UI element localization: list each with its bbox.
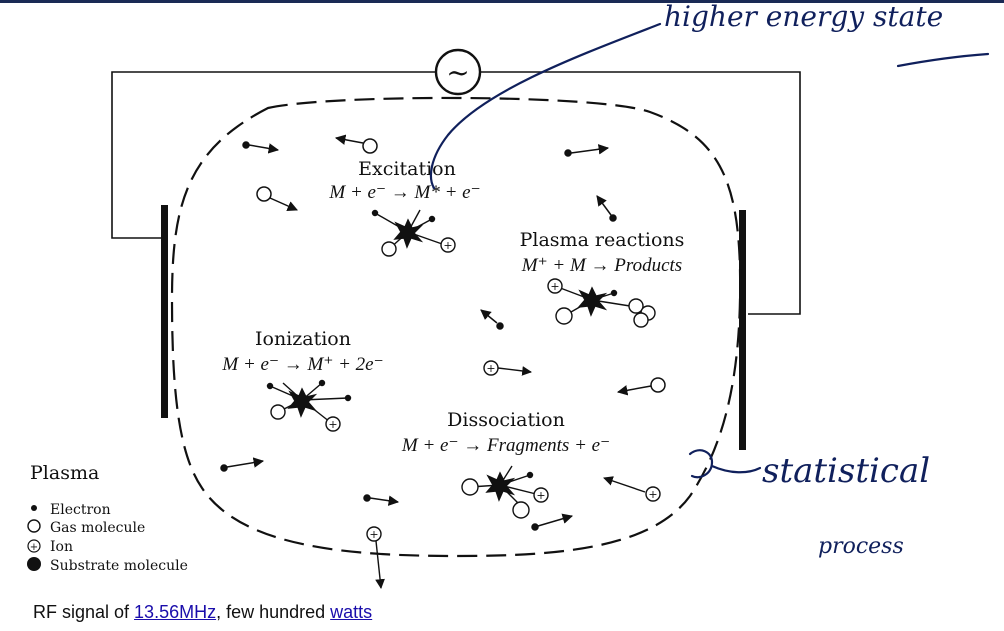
electron (480, 309, 504, 330)
electron (242, 141, 280, 154)
svg-text:+: + (443, 239, 452, 252)
plasma-boundary (170, 96, 742, 558)
gas-molecules (256, 134, 666, 396)
excitation-equation: M + e⁻ → M* + e⁻ (328, 182, 480, 203)
ionization-collision: + (266, 379, 352, 432)
rf-source-symbol: ~ (446, 56, 469, 89)
dissociation-collision: + (461, 465, 549, 519)
caption: RF signal of 13.56MHz, few hundred watts (33, 602, 372, 623)
caption-prefix: RF signal of (33, 602, 135, 622)
free-electrons (220, 141, 617, 531)
gas-molecule (256, 186, 298, 211)
plasma-reaction-collision: + (547, 278, 656, 328)
excitation-collision: + (371, 209, 456, 257)
electron (564, 144, 610, 157)
legend-ion-label: Ion (50, 539, 73, 555)
legend-ion-marker (27, 539, 41, 553)
annotation-brace-stroke (688, 449, 762, 479)
electron (531, 513, 574, 531)
legend-electron-marker (31, 505, 37, 511)
plasma-reactions-title: Plasma reactions (520, 229, 685, 251)
ions: + + + (366, 360, 661, 589)
electron (596, 195, 617, 222)
right-electrode (739, 210, 746, 450)
gas-molecule (334, 134, 378, 154)
annotation-process: process (818, 534, 904, 559)
watts-link[interactable]: watts (330, 602, 373, 622)
ionization-equation: M + e⁻ → M⁺ + 2e⁻ (221, 354, 383, 375)
ion: + (366, 526, 385, 589)
legend-title: Plasma (30, 462, 99, 484)
legend: Plasma Electron Gas molecule + Ion Subst… (27, 462, 188, 574)
svg-text:+: + (486, 362, 495, 375)
annotation-underline (896, 52, 990, 68)
svg-text:+: + (536, 489, 545, 502)
rf-source-circle (434, 48, 482, 96)
left-electrode (161, 205, 168, 418)
ionization-title: Ionization (255, 328, 351, 350)
legend-substrate-marker (27, 557, 41, 571)
excitation-title: Excitation (358, 158, 456, 180)
top-border (0, 0, 1004, 3)
dissociation-equation: M + e⁻ → Fragments + e⁻ (401, 435, 610, 456)
annotation-higher-energy: higher energy state (664, 0, 943, 33)
annotation-pointer-stroke (429, 22, 662, 190)
legend-substrate-label: Substrate molecule (50, 558, 188, 574)
ion: + (603, 476, 661, 502)
rf-source: ~ (434, 48, 482, 96)
svg-text:+: + (328, 418, 337, 431)
frequency-link[interactable]: 13.56MHz (134, 602, 217, 622)
legend-gas-label: Gas molecule (50, 520, 145, 536)
gas-molecule (616, 377, 666, 396)
svg-text:+: + (550, 280, 559, 293)
legend-electron-label: Electron (50, 502, 111, 518)
ion: + (483, 360, 532, 376)
annotation-statistical: statistical (762, 451, 930, 491)
electron (363, 494, 400, 506)
svg-text:+: + (648, 488, 657, 501)
legend-ion-marker-sign: + (30, 542, 38, 553)
svg-text:+: + (369, 528, 378, 541)
circuit-wire (111, 71, 801, 315)
dissociation-title: Dissociation (447, 409, 565, 431)
legend-gas-marker (27, 519, 41, 533)
electron (220, 457, 265, 472)
plasma-reactions-equation: M⁺ + M → Products (521, 255, 682, 276)
caption-middle: , few hundred (216, 602, 331, 622)
handwritten-annotations: higher energy state statistical process (429, 0, 990, 559)
